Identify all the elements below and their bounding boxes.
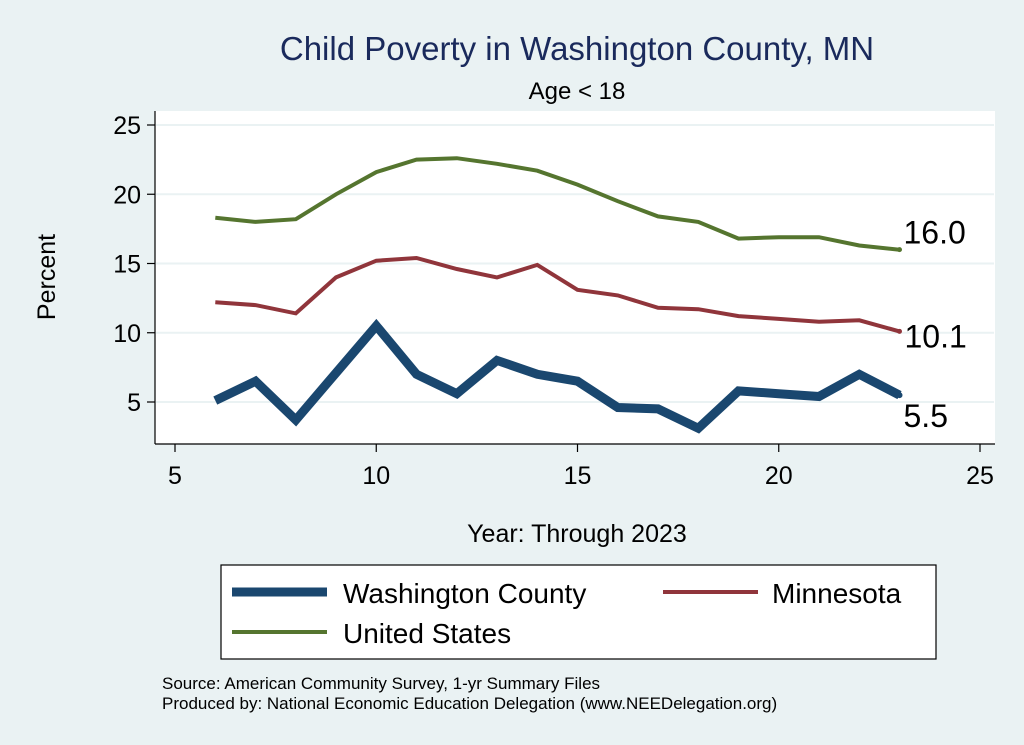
series-line-minnesota	[215, 255, 901, 334]
y-tick-label: 20	[113, 181, 141, 209]
series	[213, 156, 903, 434]
series-end-marker-washington-county	[896, 392, 903, 399]
producer-note: Produced by: National Economic Education…	[162, 694, 777, 713]
legend: Washington County Minnesota United States	[232, 578, 902, 649]
series-end-marker-minnesota	[897, 328, 902, 334]
x-tick-label: 20	[765, 462, 793, 490]
series-line-united-states	[215, 156, 900, 252]
y-axis-title: Percent	[33, 234, 61, 320]
ticks: 5 10 15 20 25 5 10 15 20 25	[113, 112, 994, 490]
legend-label-minnesota: Minnesota	[772, 578, 902, 609]
end-label-washington-county: 5.5	[904, 398, 948, 434]
y-tick-label: 10	[113, 320, 141, 348]
x-tick-label: 25	[966, 462, 994, 490]
x-tick-label: 10	[362, 462, 390, 490]
x-axis-title: Year: Through 2023	[467, 520, 687, 548]
x-tick-label: 5	[168, 462, 182, 490]
source-note: Source: American Community Survey, 1-yr …	[162, 674, 600, 693]
series-line-washington-county	[213, 318, 902, 434]
grid	[156, 124, 994, 403]
plot-area	[155, 111, 995, 444]
y-tick-label: 25	[113, 112, 141, 140]
end-label-united-states: 16.0	[904, 215, 966, 251]
end-labels: 5.5 10.1 16.0	[904, 215, 967, 434]
chart-title: Child Poverty in Washington County, MN	[280, 30, 874, 67]
series-end-marker-united-states	[897, 247, 902, 253]
end-label-minnesota: 10.1	[905, 318, 967, 354]
y-tick-label: 5	[127, 389, 141, 417]
x-tick-label: 15	[564, 462, 592, 490]
legend-label-washington-county: Washington County	[343, 578, 586, 609]
legend-box	[220, 564, 937, 660]
legend-label-united-states: United States	[343, 618, 511, 649]
chart-subtitle: Age < 18	[529, 78, 626, 105]
y-tick-label: 15	[113, 251, 141, 279]
